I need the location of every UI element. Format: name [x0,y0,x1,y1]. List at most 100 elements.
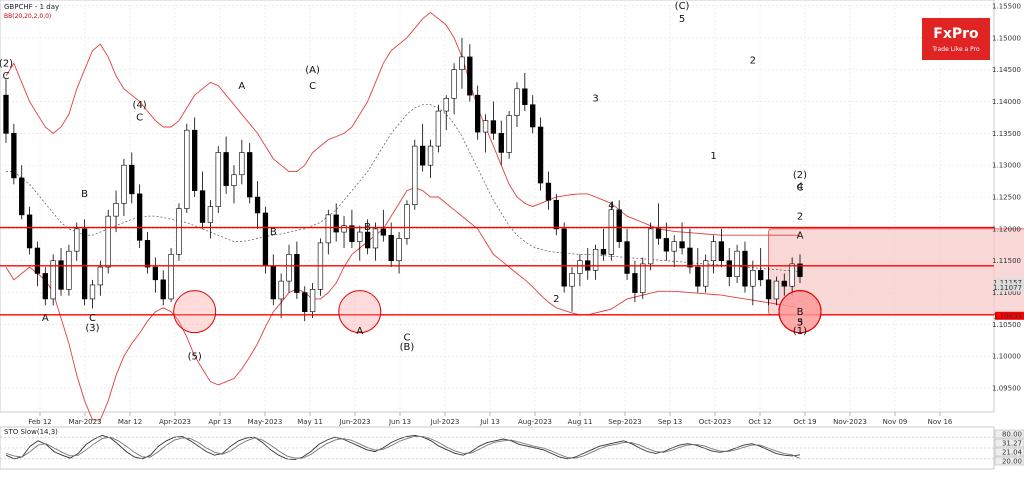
wave-label: 1 [498,144,504,155]
candle [490,101,497,140]
candle-body [396,238,402,262]
candle-body [475,94,481,133]
candle [333,203,339,242]
x-tick-label: Mar-2023 [68,418,101,426]
candle [703,254,709,293]
candle [192,117,198,198]
candle [427,139,434,178]
candle-body [11,133,17,179]
candle-body [608,209,614,255]
wave-label: 5 [679,14,685,25]
wave-label: 1 [710,151,716,162]
price-label: 1.11077 [993,284,1022,292]
candle-body [247,152,253,198]
wave-label: C [797,183,804,194]
candle [569,267,575,312]
wave-label: (C) [675,1,690,12]
wave-label: (2) [0,58,13,69]
wave-label: A [356,326,363,337]
candle-body [42,273,48,300]
highlight-circle [778,290,822,334]
sto-tick-label: 31.27 [1002,440,1022,448]
sto-label-box [994,429,1024,439]
candle-body [294,254,300,293]
candle-body [781,280,787,287]
date-axis: Feb 12 Mar-2023 Mar 12 Apr-2023 Apr 13 May-20… [28,412,953,426]
wave-label: (5) [188,351,202,362]
candle [309,283,316,319]
candle-body [750,269,756,287]
y-tick-label: 1.13000 [992,162,1021,170]
candle [113,190,119,233]
wave-label: A [42,313,49,324]
wave-label: (1) [793,326,807,337]
candle [58,247,64,296]
wave-label: (B) [400,342,415,353]
x-tick-label: Sep-2023 [608,418,642,426]
candle [184,123,190,213]
x-tick-label: May 11 [297,418,323,426]
sto-label: STO Slow(14,3) [4,428,58,436]
candle [765,267,772,306]
candle-body [459,56,465,70]
candle [325,209,331,255]
wave-label: 3 [797,318,803,329]
candle-body [357,231,363,242]
candle [435,104,442,153]
candle-body [144,240,151,268]
wave-label: C [89,313,96,324]
candle [364,219,371,255]
candle [34,241,41,287]
candle [530,95,536,134]
candle [632,260,638,303]
candle-body [286,254,292,282]
candle [105,209,111,274]
candle-body [451,69,457,99]
logo-brand: FxPro [933,26,979,42]
candle [278,273,284,319]
price-label-box [995,311,1024,320]
wave-label: A [797,230,804,241]
sto-tick-label: 20.00 [1002,458,1022,466]
fxpro-logo[interactable]: FxPro Trade Like a Pro [922,18,990,60]
candle [66,244,72,296]
candle-body [184,129,190,209]
price-axis: 1.15500 1.15000 1.14500 1.14000 1.13500 1.130… [992,3,1024,393]
x-tick-label: Jun-2023 [338,418,370,426]
candle-body [514,88,520,116]
candle [419,123,426,172]
candle [294,241,300,299]
candle-body [419,145,426,166]
candle-body [199,190,206,223]
candle-body [632,273,638,293]
candle-body [537,126,544,184]
price-label: 1.10635 [993,312,1022,320]
candle [742,241,748,293]
candle [773,276,780,306]
y-tick-label: 1.11000 [992,289,1021,297]
candle [561,222,567,293]
candle-body [703,260,709,287]
candle-body [58,260,64,290]
candle [152,257,159,293]
candle [482,114,489,153]
candle [522,72,528,112]
candle [789,257,795,296]
candle-body [797,263,803,277]
candle [545,171,552,210]
x-tick-label: Apr 13 [208,418,231,426]
candle [781,273,787,296]
candle-body [427,145,434,166]
candle-body [136,193,143,241]
candle-body [545,182,552,201]
candle [3,79,9,143]
y-tick-label: 1.15000 [992,34,1021,42]
candle-body [129,164,135,195]
wave-label: 2 [750,55,756,66]
candle [624,228,630,280]
candle-body [600,248,607,255]
x-tick-label: Nov 09 [883,418,908,426]
x-tick-label: May-2023 [248,418,283,426]
candle-body [758,269,764,281]
